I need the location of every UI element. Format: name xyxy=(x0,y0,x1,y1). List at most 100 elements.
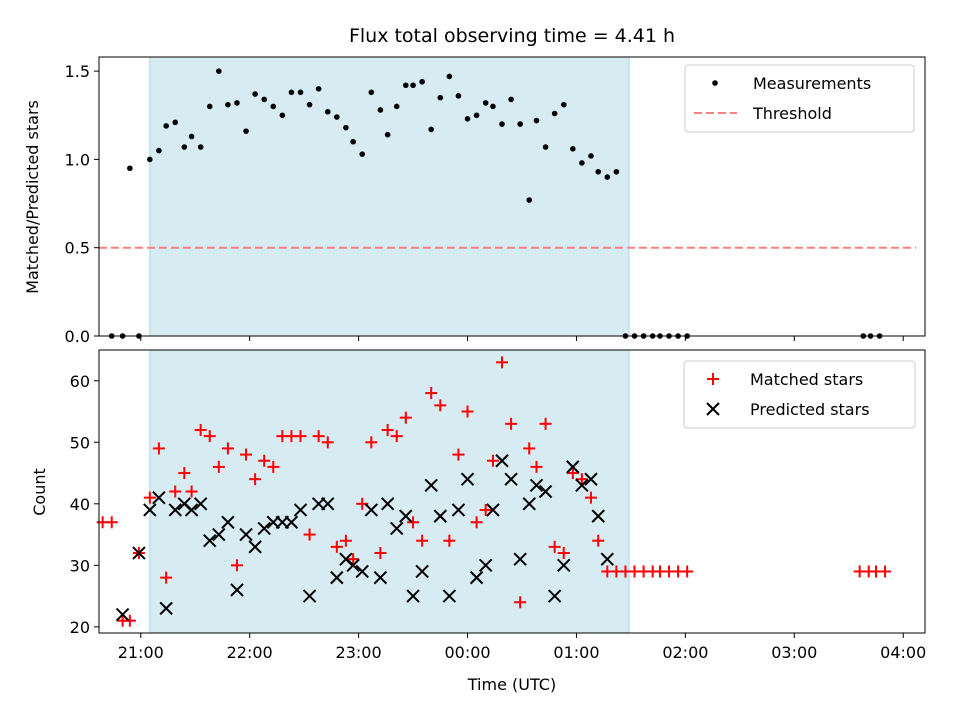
predicted-star-point xyxy=(486,503,500,517)
measurement-point xyxy=(181,144,188,150)
measurement-point xyxy=(419,78,425,85)
measurement-point xyxy=(595,168,602,175)
measurement-point xyxy=(234,100,240,106)
bottom-y-tick-label: 50 xyxy=(70,433,90,452)
predicted-star-point xyxy=(575,478,589,493)
measurement-point xyxy=(482,100,489,106)
top-panel: 0.0 0.5 1.0 1.5 Matched/Predicted stars Mea… xyxy=(23,56,926,346)
measurement-point xyxy=(343,124,349,131)
matched-star-point xyxy=(303,528,316,541)
matched-star-point xyxy=(496,356,509,369)
matched-star-point xyxy=(505,417,518,430)
predicted-star-point xyxy=(152,490,166,505)
predicted-star-point xyxy=(469,570,484,585)
x-tick-label: 02:00 xyxy=(662,643,708,662)
predicted-star-point xyxy=(184,503,199,517)
measurement-point xyxy=(156,147,162,154)
matched-star-point xyxy=(566,467,579,480)
x-tick-label: 23:00 xyxy=(336,643,382,662)
matched-star-point xyxy=(152,442,165,455)
predicted-star-point xyxy=(380,497,395,511)
matched-star-point xyxy=(416,534,429,547)
measurement-point xyxy=(410,82,416,89)
matched-star-point xyxy=(399,411,412,424)
bottom-observing-window xyxy=(149,349,630,634)
x-axis-label: Time (UTC) xyxy=(467,675,556,694)
matched-star-point xyxy=(123,614,136,627)
matched-star-point xyxy=(258,454,271,467)
measurement-point xyxy=(127,165,133,172)
measurement-point xyxy=(252,91,258,97)
matched-star-point xyxy=(203,430,216,443)
x-tick-label: 21:00 xyxy=(118,643,164,662)
measurement-point xyxy=(334,114,340,120)
bottom-panel: 20 30 40 50 60 21:00 22:00 23:00 00:00 01:00 02:0… xyxy=(30,349,926,694)
legend-matched-marker xyxy=(707,373,719,385)
matched-star-point xyxy=(390,430,403,443)
matched-star-point xyxy=(479,503,492,516)
legend-measurements-marker xyxy=(712,80,718,86)
matched-star-point xyxy=(330,540,343,553)
measurement-point xyxy=(517,121,523,127)
measurement-point xyxy=(464,116,471,122)
measurement-point xyxy=(279,112,286,119)
predicted-star-point xyxy=(364,503,379,517)
top-y-tick-label: 1.5 xyxy=(65,62,90,81)
predicted-star-point xyxy=(566,460,580,474)
matched-star-point xyxy=(267,460,280,473)
predicted-star-point xyxy=(248,540,262,554)
measurement-point xyxy=(437,94,444,101)
predicted-star-point xyxy=(399,509,413,523)
predicted-star-point xyxy=(230,583,244,597)
predicted-star-point xyxy=(346,558,360,573)
measurement-point xyxy=(613,168,620,175)
observing-window-shade xyxy=(149,56,630,337)
matched-star-point xyxy=(486,454,499,467)
x-tick-label: 01:00 xyxy=(553,643,599,662)
bottom-y-tick-label: 30 xyxy=(70,556,90,575)
predicted-star-point xyxy=(302,589,317,603)
matched-star-point xyxy=(425,387,438,400)
predicted-star-point xyxy=(212,527,226,542)
predicted-star-point xyxy=(321,497,335,511)
matched-star-point xyxy=(879,565,892,578)
matched-star-point xyxy=(461,405,474,418)
top-observing-window xyxy=(149,56,630,337)
top-x-ticks xyxy=(140,336,904,341)
predicted-star-point xyxy=(495,454,509,468)
predicted-star-point xyxy=(547,589,562,603)
measurement-point xyxy=(446,73,453,80)
bottom-legend-box xyxy=(683,360,916,429)
matched-star-point xyxy=(294,430,307,443)
matched-star-point xyxy=(548,540,561,553)
predicted-star-point xyxy=(600,552,615,566)
matched-star-point xyxy=(374,547,387,560)
matched-star-point xyxy=(381,423,394,436)
measurement-point xyxy=(216,68,222,74)
bottom-y-ticks: 20 30 40 50 60 xyxy=(70,372,99,637)
matched-star-point xyxy=(434,399,447,412)
measurement-point xyxy=(306,101,313,108)
measurement-point xyxy=(384,131,391,138)
predicted-star-point xyxy=(239,527,253,542)
measurement-point xyxy=(350,138,356,145)
legend-measurements-label: Measurements xyxy=(753,74,871,93)
predicted-star-point xyxy=(584,472,598,486)
top-y-axis-label: Matched/Predicted stars xyxy=(23,100,42,294)
predicted-star-point xyxy=(330,570,344,585)
measurement-point xyxy=(570,146,576,152)
matched-star-point xyxy=(230,559,243,572)
measurement-point xyxy=(473,112,480,119)
matched-star-point xyxy=(407,516,420,529)
top-legend-box xyxy=(684,64,915,133)
predicted-star-point xyxy=(529,478,544,493)
measurement-point xyxy=(551,110,558,117)
bottom-plot-data xyxy=(96,356,892,627)
measurement-point xyxy=(197,144,204,150)
matched-star-point xyxy=(514,596,527,609)
measurement-point xyxy=(542,144,549,150)
matched-star-point xyxy=(575,473,588,486)
bottom-y-axis-label: Count xyxy=(30,468,49,516)
predicted-star-point xyxy=(203,534,217,548)
